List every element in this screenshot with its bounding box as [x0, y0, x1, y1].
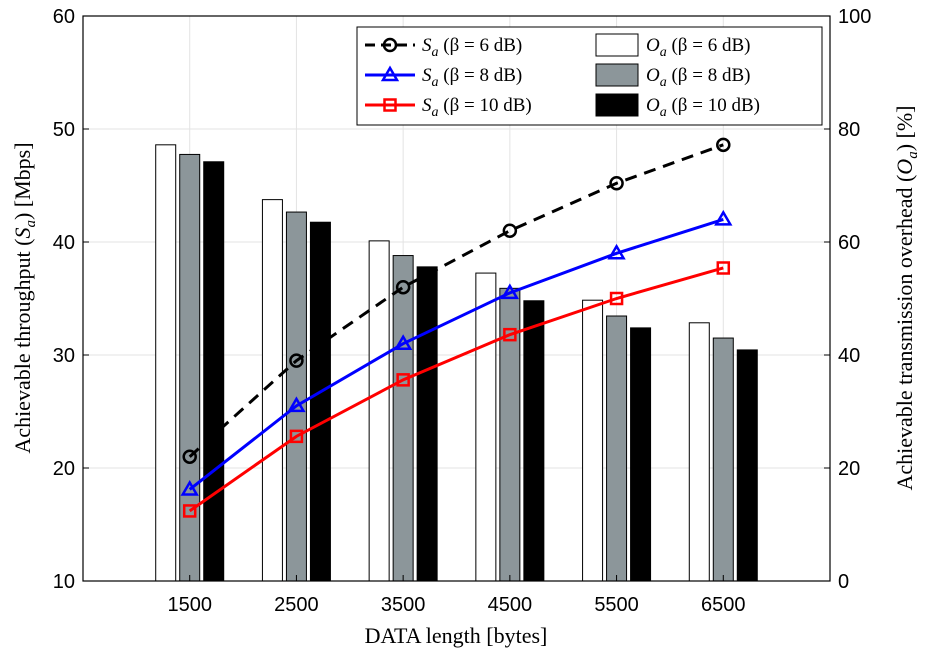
y-tick-label-right: 20: [838, 458, 860, 480]
legend-label: Oa (β = 6 dB): [646, 35, 750, 60]
line-marker: [716, 261, 731, 275]
line-marker: [500, 283, 520, 300]
bar: [203, 161, 225, 582]
bar: [582, 299, 604, 582]
legend-label: Sa (β = 10 dB): [422, 95, 532, 120]
bars: [155, 144, 758, 582]
x-tick-label: 2500: [274, 594, 319, 616]
bar: [155, 144, 177, 582]
line-marker: [289, 353, 304, 368]
y-tick-label-left: 60: [53, 6, 75, 28]
series-line: [188, 266, 724, 513]
legend-marker: [383, 98, 397, 112]
legend-bar-swatch: [595, 93, 639, 117]
y-tick-label-right: 0: [838, 571, 849, 593]
bar: [368, 240, 390, 582]
legend-bar-swatch: [595, 63, 639, 87]
line-marker: [289, 429, 304, 444]
y-tick-label-left: 40: [53, 232, 75, 254]
bar: [736, 349, 758, 582]
legend-box: [356, 26, 823, 126]
bar: [688, 322, 710, 582]
x-tick-label: 4500: [488, 594, 533, 616]
x-tick-label: 6500: [701, 594, 746, 616]
line-marker: [182, 504, 197, 518]
y-tick-label-left: 30: [53, 345, 75, 367]
line-marker: [609, 175, 624, 191]
line-marker: [287, 396, 306, 413]
legend-marker: [382, 37, 398, 53]
series-line: [188, 217, 724, 491]
right-y-tick-labels: 0 20 40 60 80 100: [824, 6, 871, 593]
line-marker: [396, 373, 410, 387]
line-marker: [395, 279, 411, 295]
y-tick-label-right: 80: [838, 119, 860, 141]
bar: [309, 221, 331, 582]
line-marker: [716, 137, 731, 153]
line-marker: [609, 291, 624, 306]
x-tick-label: 5500: [594, 594, 639, 616]
bar: [523, 300, 545, 582]
legend-label: Oa (β = 8 dB): [646, 65, 750, 90]
left-y-tick-labels: 10 20 30 40 50 60: [53, 6, 89, 593]
bar: [475, 272, 497, 582]
line-marker: [503, 327, 517, 342]
line-marker: [182, 449, 197, 464]
bar: [416, 266, 438, 582]
legend-label: Sa (β = 6 dB): [422, 35, 522, 60]
right-y-axis-label: Achievable transmission overhead (Oa) [%…: [892, 105, 921, 490]
plot-frame: [82, 15, 831, 582]
left-y-axis-label: Achievable throughput (Sa) [Mbps]: [10, 142, 39, 453]
line-marker: [607, 243, 626, 260]
line-marker: [714, 209, 733, 226]
y-tick-label-right: 40: [838, 345, 860, 367]
legend: Sa (β = 6 dB) Sa (β = 8 dB) Sa (β = 10 dB)…: [356, 26, 823, 126]
line-marker: [502, 223, 518, 238]
y-tick-label-left: 10: [53, 571, 75, 593]
legend-label: Sa (β = 8 dB): [422, 65, 522, 90]
x-axis-label: DATA length [bytes]: [365, 623, 548, 648]
bar: [606, 315, 628, 582]
line-marker: [180, 479, 199, 496]
legend-bar-swatch: [595, 33, 639, 57]
x-tick-label: 1500: [167, 594, 212, 616]
y-tick-label-left: 50: [53, 119, 75, 141]
bar: [712, 337, 734, 582]
line-series: [180, 137, 733, 518]
y-tick-label-left: 20: [53, 458, 75, 480]
y-tick-label-right: 100: [838, 6, 871, 28]
bar: [630, 327, 652, 582]
x-tick-labels: 1500 2500 3500 4500 5500 6500: [167, 575, 746, 616]
x-tick-label: 3500: [381, 594, 426, 616]
line-marker: [393, 334, 413, 350]
bar: [392, 255, 414, 582]
legend-marker: [380, 65, 400, 82]
y-tick-label-right: 60: [838, 232, 860, 254]
legend-label: Oa (β = 10 dB): [646, 95, 760, 120]
series-line: [188, 143, 724, 458]
